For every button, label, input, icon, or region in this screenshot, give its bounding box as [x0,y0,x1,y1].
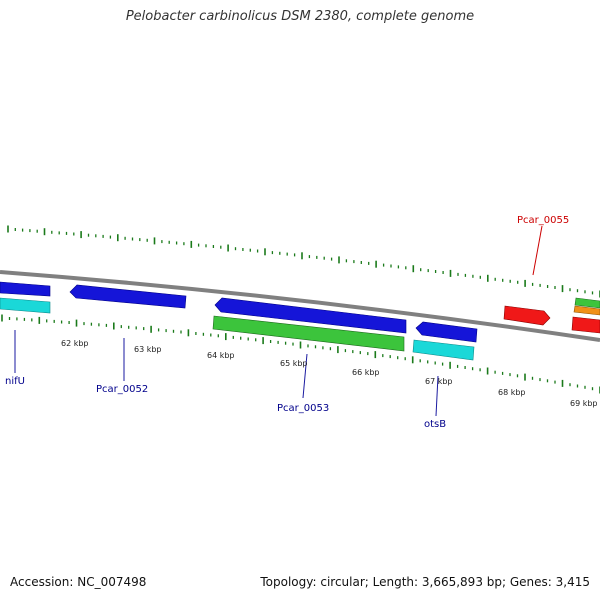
gene-green-right-edge[interactable] [574,297,600,309]
scale-label-67kbp: 67 kbp [425,377,453,386]
otsb-leader [435,375,439,417]
inner-scale-ticks [1,314,600,394]
gene-red-right-edge[interactable] [571,316,600,334]
scale-labels: 62 kbp 63 kbp 64 kbp 65 kbp 66 kbp 67 kb… [61,339,598,408]
scale-label-66kbp: 66 kbp [352,368,380,377]
gene-blue-left-edge[interactable] [0,281,51,297]
gene-pcar-0055[interactable] [503,305,551,326]
gene-blue-67kbp[interactable] [415,321,478,343]
scale-label-64kbp: 64 kbp [207,351,235,360]
gene-features [0,281,600,361]
scale-label-65kbp: 65 kbp [280,359,308,368]
gene-labels: nifU Pcar_0052 Pcar_0053 otsB Pcar_0055 [5,215,569,430]
gene-label-pcar-0052[interactable]: Pcar_0052 [96,384,148,395]
gene-pcar-0052[interactable] [69,284,187,309]
gene-otsb[interactable] [412,339,475,361]
gene-label-pcar-0053[interactable]: Pcar_0053 [277,403,329,414]
map-title: Pelobacter carbinolicus DSM 2380, comple… [125,9,475,24]
scale-label-69kbp: 69 kbp [570,399,598,408]
gene-cyan-left-edge[interactable] [0,297,51,314]
pcar-0053-leader [302,353,308,399]
scale-label-63kbp: 63 kbp [134,345,162,354]
gene-label-pcar-0055[interactable]: Pcar_0055 [517,215,569,226]
pcar-0055-leader [532,225,543,276]
outer-scale-ticks [7,225,600,298]
gene-pcar-0053[interactable] [212,315,405,352]
scale-label-62kbp: 62 kbp [61,339,89,348]
genome-stats-text: Topology: circular; Length: 3,665,893 bp… [260,575,590,589]
gene-label-nifu[interactable]: nifU [5,376,25,387]
accession-text: Accession: NC_007498 [10,575,147,589]
gene-blue-64kbp[interactable] [214,297,407,334]
label-leader-lines [14,225,543,417]
gene-label-otsb[interactable]: otsB [424,419,446,430]
scale-label-68kbp: 68 kbp [498,388,526,397]
gene-orange-right-edge[interactable] [573,305,600,316]
genome-backbone [0,270,600,342]
